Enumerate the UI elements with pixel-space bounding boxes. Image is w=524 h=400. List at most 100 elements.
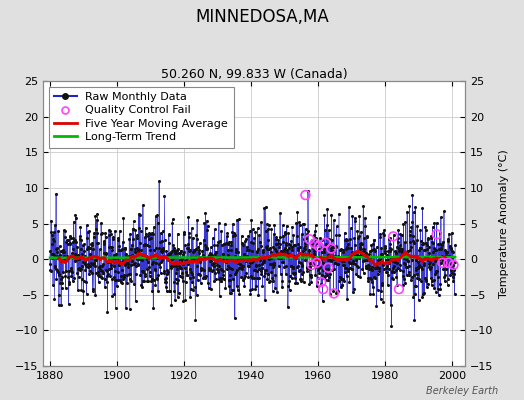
Point (166, 250, 174, 256)
Point (421, 275, 429, 281)
Point (175, 250, 183, 256)
Point (162, 284, 170, 290)
Point (116, 272, 125, 279)
Point (239, 250, 248, 257)
Point (46, 261, 54, 268)
Point (146, 231, 155, 237)
Point (388, 269, 396, 276)
Point (107, 261, 115, 268)
Point (133, 232, 141, 238)
Point (444, 252, 453, 259)
Point (157, 248, 166, 254)
Point (248, 259, 256, 266)
Point (349, 288, 357, 295)
Point (176, 257, 184, 263)
Point (440, 274, 449, 280)
Point (274, 251, 282, 258)
Point (355, 254, 363, 261)
Point (266, 261, 274, 268)
Point (92, 257, 101, 263)
Point (358, 258, 367, 264)
Point (118, 280, 126, 286)
Point (303, 265, 312, 272)
Point (121, 246, 129, 252)
Point (432, 269, 440, 276)
Point (216, 278, 225, 284)
Point (46, 267, 54, 274)
Point (148, 231, 157, 237)
Point (187, 269, 195, 276)
Point (211, 226, 219, 232)
Point (365, 255, 373, 261)
Point (362, 263, 370, 269)
Point (108, 276, 116, 282)
Point (98, 263, 106, 270)
Point (450, 266, 458, 272)
Point (379, 230, 387, 236)
Point (272, 234, 281, 241)
Point (54, 228, 62, 234)
Point (177, 248, 185, 254)
Point (239, 263, 248, 269)
Point (96, 266, 104, 272)
Point (254, 292, 263, 298)
Point (82, 255, 90, 262)
Point (316, 234, 324, 241)
Point (170, 279, 178, 285)
Point (227, 247, 235, 253)
Point (203, 217, 211, 224)
Point (240, 275, 248, 281)
Point (113, 256, 122, 263)
Point (89, 288, 97, 294)
Point (422, 278, 430, 284)
Point (237, 266, 246, 272)
Point (419, 240, 427, 246)
Point (414, 297, 423, 303)
Point (249, 275, 258, 282)
Point (226, 242, 235, 248)
Point (80, 241, 89, 247)
Point (180, 231, 188, 238)
Point (259, 249, 267, 256)
Point (245, 262, 253, 269)
Point (326, 248, 335, 254)
Point (332, 243, 340, 249)
Point (212, 249, 221, 255)
Point (92, 230, 101, 236)
Point (174, 290, 183, 296)
Point (420, 260, 429, 266)
Point (402, 255, 410, 261)
Point (178, 251, 187, 258)
Point (268, 251, 277, 257)
Point (118, 276, 127, 282)
Point (260, 205, 268, 211)
Point (60, 249, 68, 256)
Point (316, 258, 325, 265)
Point (397, 246, 405, 252)
Point (450, 266, 458, 273)
Point (235, 216, 243, 222)
Point (257, 270, 266, 277)
Point (357, 229, 365, 235)
Point (71, 212, 80, 218)
Point (375, 268, 384, 274)
Point (124, 256, 133, 262)
Point (389, 264, 398, 271)
Point (291, 241, 299, 248)
Point (213, 262, 221, 268)
Point (344, 266, 353, 272)
Point (81, 253, 89, 259)
Point (271, 236, 280, 242)
Point (238, 264, 247, 270)
Point (280, 245, 289, 251)
Point (110, 274, 118, 280)
Point (417, 245, 425, 252)
Point (265, 246, 273, 253)
Point (356, 240, 365, 246)
Point (352, 271, 360, 277)
Point (83, 246, 92, 252)
Point (227, 239, 236, 246)
Point (323, 206, 332, 212)
Point (288, 270, 297, 276)
Point (152, 260, 160, 266)
